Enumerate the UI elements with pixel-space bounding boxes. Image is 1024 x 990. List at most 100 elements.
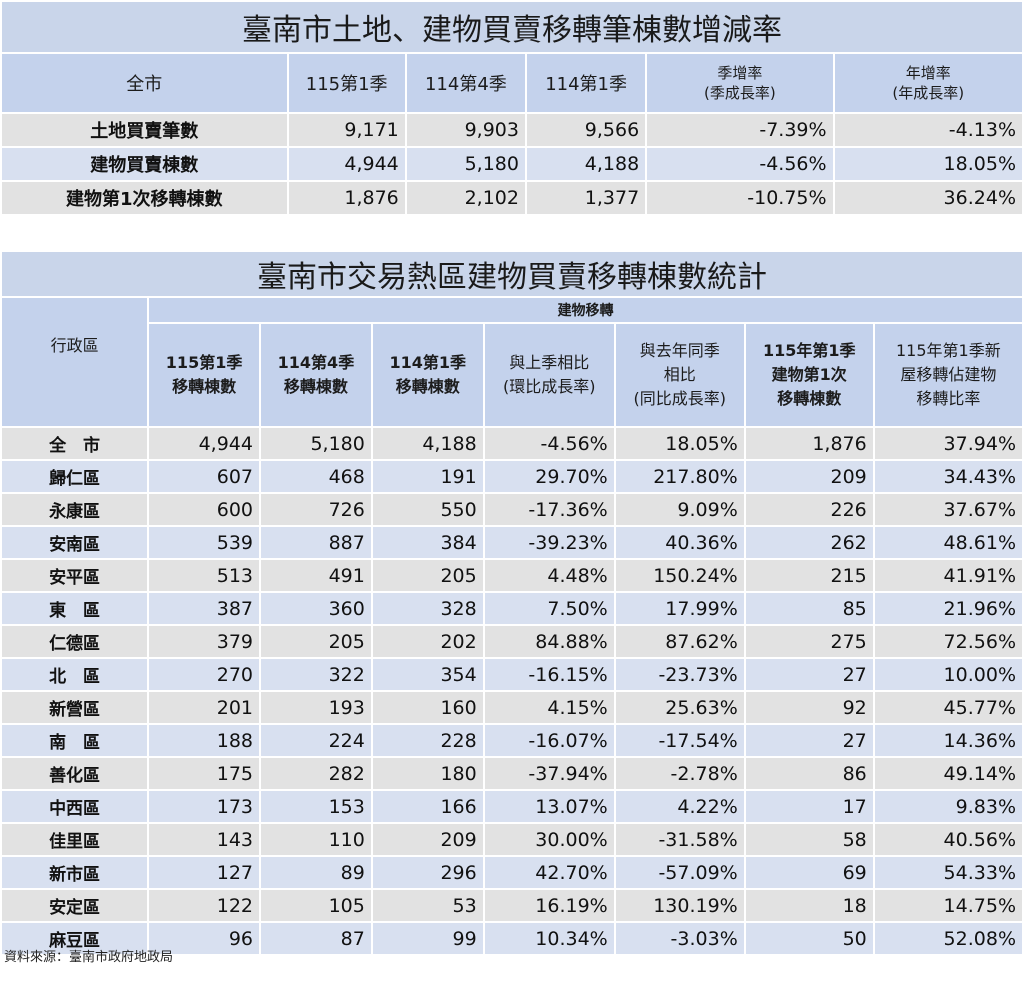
cell-114q4: 193 [261, 692, 371, 723]
cell-115q1: 122 [149, 890, 259, 921]
cell-new-ratio: 10.00% [874, 659, 1022, 690]
cell-115q1: 127 [149, 857, 259, 888]
cell-115q1: 143 [149, 824, 259, 855]
cell-114q4: 9,903 [406, 114, 525, 146]
cell-yoy: 130.19% [615, 890, 744, 921]
cell-new-ratio: 45.77% [874, 692, 1022, 723]
column-header-5: 與去年同季 相比 (同比成長率) [615, 324, 744, 426]
cell-114q1: 191 [372, 461, 483, 492]
cell-qoq: 7.50% [484, 593, 614, 624]
cell-114q1: 53 [372, 890, 483, 921]
district-name: 麻豆區 [2, 923, 148, 954]
cell-114q1: 4,188 [526, 148, 646, 180]
cell-new-ratio: 21.96% [874, 593, 1022, 624]
cell-first-transfer: 275 [745, 626, 873, 657]
column-header-4: 與上季相比 (環比成長率) [484, 324, 614, 426]
cell-qoq: -7.39% [647, 114, 833, 146]
cell-115q1: 600 [149, 494, 259, 525]
cell-first-transfer: 85 [745, 593, 873, 624]
cell-114q1: 202 [372, 626, 483, 657]
cell-qoq: -4.56% [484, 428, 614, 459]
cell-new-ratio: 72.56% [874, 626, 1022, 657]
cell-first-transfer: 27 [745, 725, 873, 756]
header-yoy-line2: (年成長率) [892, 84, 965, 102]
cell-114q1: 9,566 [526, 114, 646, 146]
cell-yoy: 36.24% [834, 182, 1022, 214]
source-note: 資料來源：臺南市政府地政局 [4, 950, 174, 965]
table-row: 永康區 600 726 550 -17.36% 9.09% 226 37.67% [2, 494, 1022, 525]
column-header-line: (同比成長率) [633, 389, 726, 409]
column-header-line: 屋移轉佔建物 [900, 365, 997, 385]
cell-114q4: 282 [261, 758, 371, 789]
table-row: 東 區 387 360 328 7.50% 17.99% 85 21.96% [2, 593, 1022, 624]
cell-qoq: -39.23% [484, 527, 614, 558]
summary-table: 臺南市土地、建物買賣移轉筆棟數增減率 全市 115第1季 114第4季 114第… [0, 0, 1024, 216]
column-header-line: 114第1季 [389, 353, 467, 373]
cell-new-ratio: 52.08% [874, 923, 1022, 954]
cell-qoq: -37.94% [484, 758, 614, 789]
cell-114q4: 87 [261, 923, 371, 954]
cell-114q1: 209 [372, 824, 483, 855]
header-city: 全市 [2, 54, 287, 112]
cell-first-transfer: 86 [745, 758, 873, 789]
district-name: 南 區 [2, 725, 148, 756]
cell-new-ratio: 37.67% [874, 494, 1022, 525]
district-title: 臺南市交易熱區建物買賣移轉棟數統計 [2, 252, 1022, 296]
column-header-line: 移轉棟數 [395, 377, 460, 397]
cell-114q1: 550 [372, 494, 483, 525]
summary-table-body: 土地買賣筆數 9,171 9,903 9,566 -7.39% -4.13% 建物買賣棟數 4… [2, 114, 1022, 214]
cell-yoy: 18.05% [615, 428, 744, 459]
cell-yoy: -4.13% [834, 114, 1022, 146]
cell-115q1: 513 [149, 560, 259, 591]
cell-yoy: 87.62% [615, 626, 744, 657]
district-name: 東 區 [2, 593, 148, 624]
cell-114q1: 4,188 [372, 428, 483, 459]
cell-114q4: 887 [261, 527, 371, 558]
column-header-line: 移轉棟數 [777, 389, 842, 409]
cell-115q1: 175 [149, 758, 259, 789]
cell-qoq: 13.07% [484, 791, 614, 822]
column-header-line: 114第4季 [277, 353, 355, 373]
cell-114q4: 726 [261, 494, 371, 525]
cell-115q1: 1,876 [288, 182, 405, 214]
header-yoy-line1: 年增率 [905, 64, 951, 82]
row-label: 土地買賣筆數 [2, 114, 287, 146]
district-name: 全 市 [2, 428, 148, 459]
cell-yoy: 17.99% [615, 593, 744, 624]
cell-first-transfer: 262 [745, 527, 873, 558]
district-name: 新營區 [2, 692, 148, 723]
header-qoq-line1: 季增率 [717, 64, 763, 82]
cell-qoq: -16.07% [484, 725, 614, 756]
cell-115q1: 201 [149, 692, 259, 723]
cell-114q1: 1,377 [526, 182, 646, 214]
district-name: 永康區 [2, 494, 148, 525]
district-name: 安定區 [2, 890, 148, 921]
cell-114q1: 228 [372, 725, 483, 756]
cell-yoy: -3.03% [615, 923, 744, 954]
column-header-2: 114第4季 移轉棟數 [261, 324, 371, 426]
table-row: 歸仁區 607 468 191 29.70% 217.80% 209 34.43% [2, 461, 1022, 492]
cell-114q1: 205 [372, 560, 483, 591]
header-115q1: 115第1季 [288, 54, 405, 112]
cell-115q1: 9,171 [288, 114, 405, 146]
table-row: 土地買賣筆數 9,171 9,903 9,566 -7.39% -4.13% [2, 114, 1022, 146]
table-row: 仁德區 379 205 202 84.88% 87.62% 275 72.56% [2, 626, 1022, 657]
table-row: 善化區 175 282 180 -37.94% -2.78% 86 49.14% [2, 758, 1022, 789]
cell-first-transfer: 58 [745, 824, 873, 855]
summary-title: 臺南市土地、建物買賣移轉筆棟數增減率 [2, 2, 1022, 52]
column-header-line: 建物第1次 [771, 365, 847, 385]
column-header-line: 移轉棟數 [283, 377, 348, 397]
header-district: 行政區 [2, 298, 148, 426]
table-row: 佳里區 143 110 209 30.00% -31.58% 58 40.56% [2, 824, 1022, 855]
cell-qoq: 4.48% [484, 560, 614, 591]
table-row: 安平區 513 491 205 4.48% 150.24% 215 41.91% [2, 560, 1022, 591]
table-row: 中西區 173 153 166 13.07% 4.22% 17 9.83% [2, 791, 1022, 822]
cell-qoq: -16.15% [484, 659, 614, 690]
column-header-line: (環比成長率) [502, 377, 596, 397]
table-row: 全 市 4,944 5,180 4,188 -4.56% 18.05% 1,876 37.94… [2, 428, 1022, 459]
district-column-headers: 115第1季 移轉棟數 114第4季 移轉棟數 114第1季 移轉棟數 與上季相比 (環比成長… [2, 324, 1022, 426]
district-table: 臺南市交易熱區建物買賣移轉棟數統計 行政區 建物移轉 115第1季 移轉棟數 114… [0, 250, 1024, 956]
header-114q4: 114第4季 [406, 54, 525, 112]
cell-114q4: 491 [261, 560, 371, 591]
cell-yoy: 25.63% [615, 692, 744, 723]
